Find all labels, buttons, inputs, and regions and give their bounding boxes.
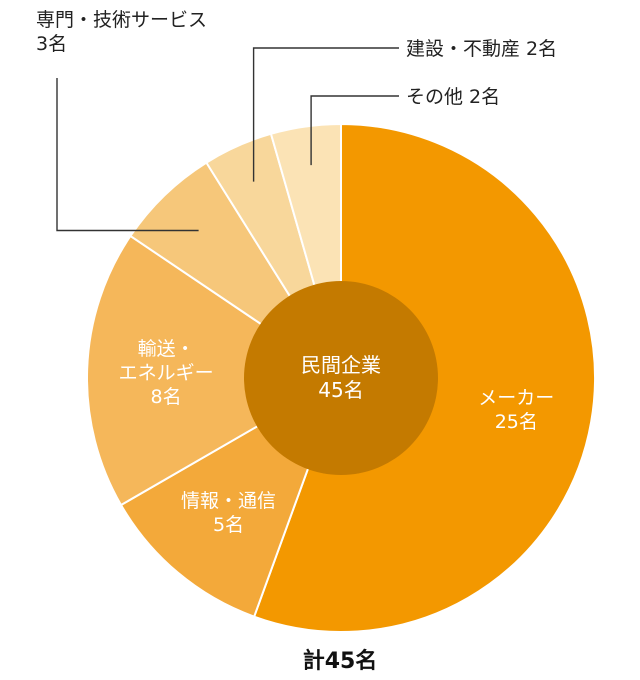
slice-label-4: 専門・技術サービス 3名 bbox=[36, 9, 207, 55]
slice-label-1: メーカー 25名 bbox=[478, 387, 554, 433]
total-label: 計45名 bbox=[303, 648, 378, 674]
donut-center bbox=[244, 281, 438, 475]
leader-line-6 bbox=[310, 95, 399, 166]
slice-label-3: 輸送・エネルギー 8名 bbox=[119, 338, 214, 408]
leader-line-5 bbox=[252, 47, 399, 182]
slice-3 bbox=[86, 234, 343, 507]
slice-label-5: 建設・不動産 2名 bbox=[406, 38, 557, 60]
center-label: 民間企業 45名 bbox=[301, 353, 381, 402]
slice-label-6: その他 2名 bbox=[406, 86, 500, 108]
slice-label-2: 情報・通信 5名 bbox=[181, 490, 276, 536]
leader-line-4 bbox=[56, 78, 199, 232]
